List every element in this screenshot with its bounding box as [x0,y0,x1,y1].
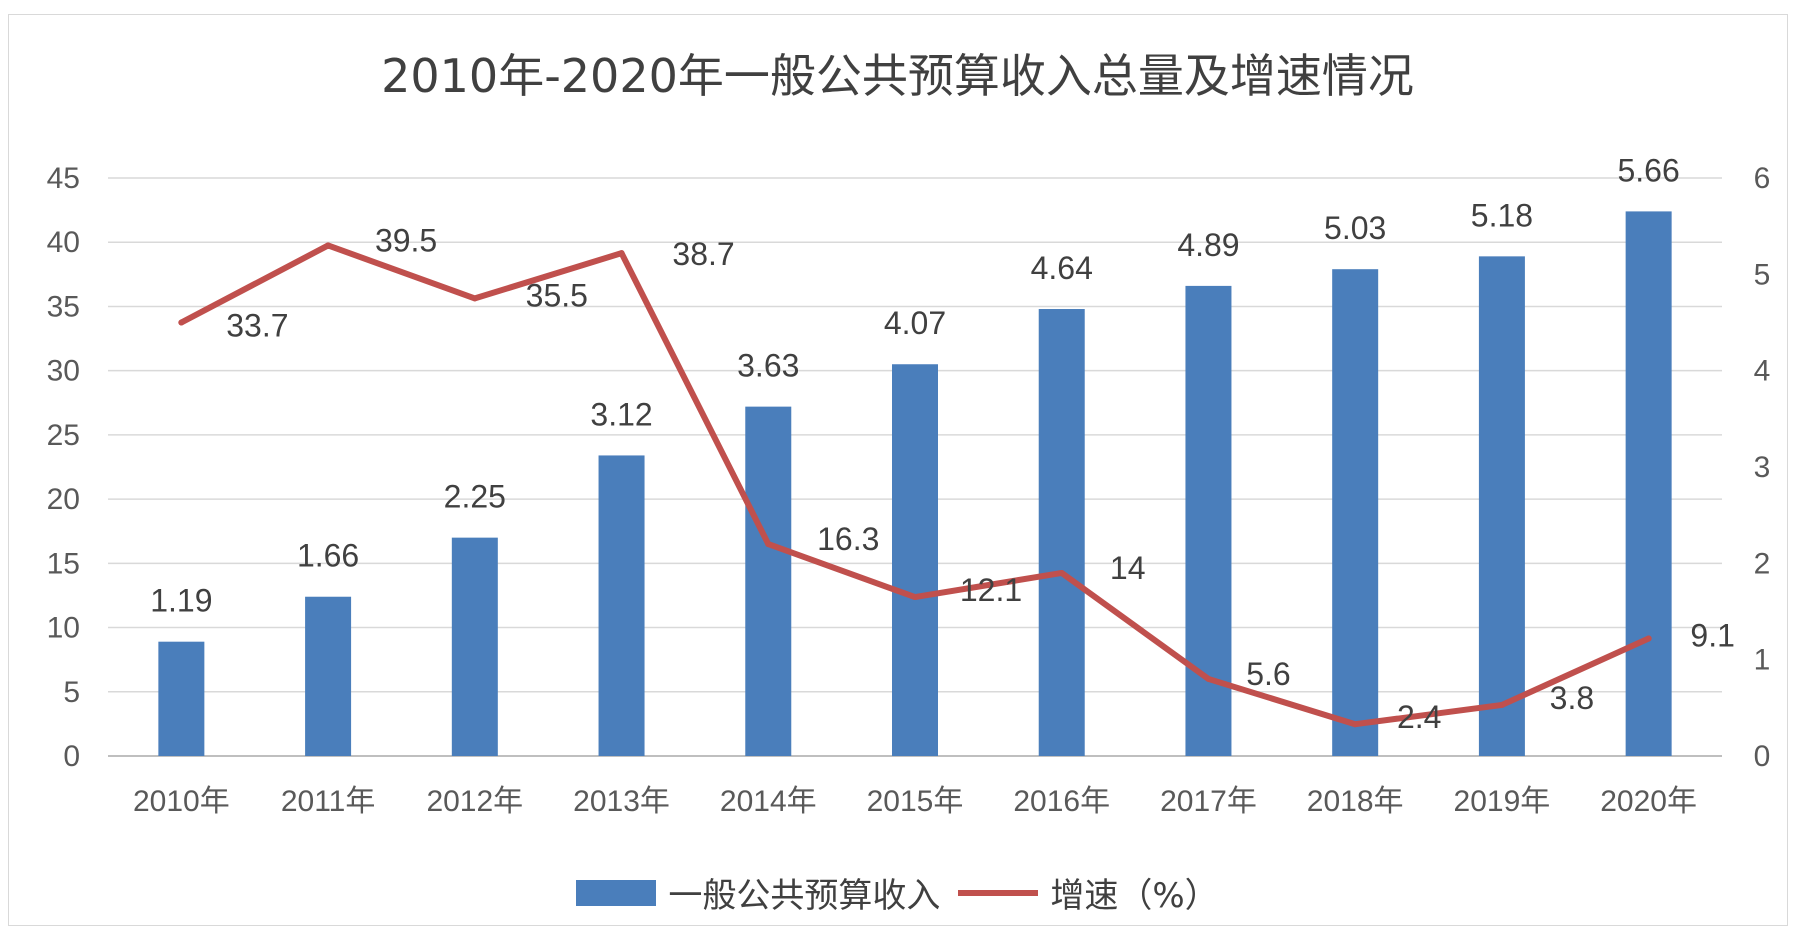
line-data-label: 2.4 [1397,699,1441,735]
bar-data-label: 4.89 [1177,227,1239,263]
y-left-tick-label: 5 [63,676,80,709]
y-left-tick-label: 40 [47,226,80,259]
line-data-label: 5.6 [1246,656,1290,692]
legend-bar-swatch [576,879,657,906]
line-point [325,242,332,249]
y-right-tick-label: 5 [1754,258,1771,291]
bar-data-label: 5.18 [1471,197,1533,233]
x-tick-label: 2012年 [426,785,523,818]
y-left-tick-label: 30 [47,355,80,388]
x-axis-labels: 2010年 2011年 2012年 2013年 2014年 2015年 2016年 2017年… [133,785,1697,818]
bar-data-label: 3.63 [737,348,799,384]
line-point [1645,635,1652,642]
bar [598,455,645,756]
y-right-tick-label: 2 [1754,547,1771,580]
line-point [1352,721,1359,728]
line-data-label: 12.1 [960,572,1022,608]
bar [1332,269,1379,756]
y-right-tick-label: 6 [1754,162,1771,195]
line-data-label: 3.8 [1550,680,1594,716]
bar-data-label: 5.03 [1324,210,1386,246]
y-left-tick-label: 35 [47,290,80,323]
y-right-tick-label: 4 [1754,355,1771,388]
y-left-tick-label: 10 [47,612,80,645]
y-left-tick-label: 45 [47,162,80,195]
bar-data-label: 4.64 [1031,250,1093,286]
bar-data-label: 1.19 [150,583,212,619]
bar [1038,309,1085,756]
bar [451,537,498,756]
line-point [1058,569,1065,576]
y-left-tick-label: 0 [63,740,80,773]
bar [745,406,792,756]
chart-title: 2010年-2020年一般公共预算收入总量及增速情况 [381,49,1414,103]
y-left-tick-label: 20 [47,483,80,516]
line-point [471,295,478,302]
y-right-tick-label: 1 [1754,644,1771,677]
line-data-label: 14 [1110,550,1146,586]
bar-data-label: 1.66 [297,538,359,574]
x-tick-label: 2017年 [1160,785,1257,818]
line-data-label: 16.3 [817,521,879,557]
line-point [765,541,772,548]
line-point [618,250,625,257]
x-tick-label: 2014年 [720,785,817,818]
line-data-labels: 33.7 39.5 35.5 38.7 16.3 12.1 14 5.6 2.4 3.8 9.1 [226,222,1735,735]
legend-item-bar: 一般公共预算收入 [576,868,940,917]
bar [1478,256,1525,756]
right-axis-ticks: 0 1 2 3 4 5 6 [1754,162,1771,773]
line-point [912,594,918,601]
line-point [178,319,185,326]
bar-data-label: 4.07 [884,305,946,341]
x-tick-label: 2011年 [281,785,376,818]
bar [305,596,352,756]
line-data-label: 33.7 [226,308,288,344]
bar-data-labels: 1.19 1.66 2.25 3.12 3.63 4.07 4.64 4.89 5.03 5.18… [150,152,1680,618]
x-tick-label: 2010年 [133,785,230,818]
bar [1625,211,1672,756]
legend-item-line: 增速（%） [958,868,1219,917]
bar-data-label: 5.66 [1617,152,1679,188]
legend-bar-label: 一般公共预算收入 [668,876,941,916]
line-data-label: 39.5 [375,222,437,258]
bar [892,364,938,756]
y-left-tick-label: 15 [47,547,80,580]
x-tick-label: 2018年 [1307,785,1404,818]
x-tick-label: 2019年 [1454,785,1551,818]
line-data-label: 9.1 [1690,617,1734,653]
legend-line-label: 增速（%） [1050,876,1219,916]
line-point [1205,675,1212,682]
bar [158,641,205,756]
bar-data-label: 3.12 [590,396,652,432]
line-data-label: 38.7 [672,236,734,272]
left-axis-ticks: 0 5 10 15 20 25 30 35 40 45 [47,162,80,773]
line-data-label: 35.5 [526,277,588,313]
bar-series [158,211,1672,756]
bar-data-label: 2.25 [444,479,506,515]
legend-line-swatch [958,889,1039,896]
x-tick-label: 2020年 [1600,785,1697,818]
y-left-tick-label: 25 [47,419,80,452]
legend: 一般公共预算收入 增速（%） [0,868,1795,917]
x-tick-label: 2015年 [867,785,964,818]
y-right-tick-label: 0 [1754,740,1771,773]
x-tick-label: 2016年 [1013,785,1110,818]
x-tick-label: 2013年 [573,785,670,818]
line-point [1498,701,1505,708]
line-series [178,242,1652,728]
y-right-tick-label: 3 [1754,451,1771,484]
